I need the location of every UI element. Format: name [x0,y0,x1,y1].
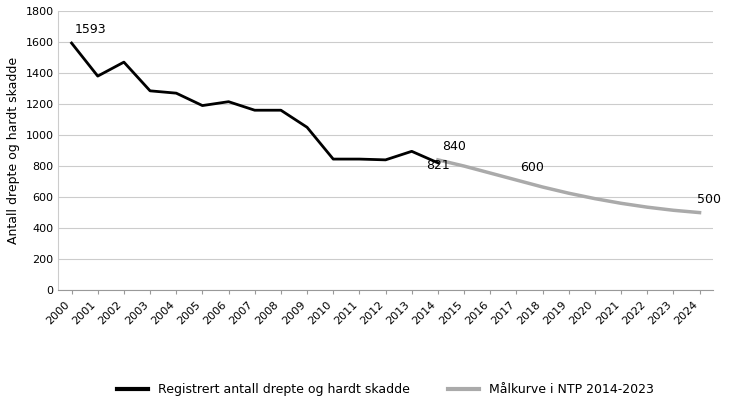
Legend: Registrert antall drepte og hardt skadde, Målkurve i NTP 2014-2023: Registrert antall drepte og hardt skadde… [112,378,659,401]
Text: 500: 500 [697,193,721,206]
Text: 821: 821 [426,159,450,172]
Text: 1593: 1593 [74,23,106,36]
Text: 600: 600 [520,161,544,174]
Y-axis label: Antall drepte og hardt skadde: Antall drepte og hardt skadde [7,57,20,244]
Text: 840: 840 [442,140,466,153]
